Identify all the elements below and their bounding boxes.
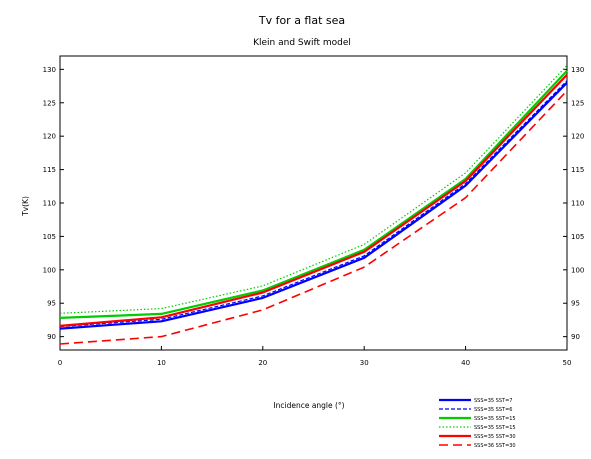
y-axis-right: 90 95 100 105 110 115 120 125 130 [563,66,584,341]
series-line-4 [59,64,568,314]
y-tick-label-right: 95 [571,300,580,308]
x-tick-label: 30 [360,359,369,367]
legend-label: SSS=35 SST=30 [474,434,516,440]
y-tick-label-right: 125 [571,99,584,107]
series-group [59,64,568,345]
legend-label: SSS=35 SST=7 [474,398,512,404]
y-tick-label: 125 [43,99,56,107]
x-tick-label: 0 [58,359,62,367]
legend-label: SSS=35 SST=6 [474,407,512,413]
y-tick-label: 105 [43,233,56,241]
chart-title: Tv for a flat sea [258,14,345,27]
y-tick-label-right: 110 [571,200,584,208]
series-line-1 [59,81,568,330]
x-tick-label: 50 [563,359,572,367]
series-line-5 [59,73,568,327]
y-tick-label: 100 [43,266,56,274]
y-tick-label: 120 [43,133,56,141]
y-tick-label-right: 120 [571,133,584,141]
y-tick-label: 90 [47,333,56,341]
series-line-2 [59,80,568,328]
x-tick-label: 40 [461,359,470,367]
y-tick-label: 130 [43,66,56,74]
y-tick-label-right: 90 [571,333,580,341]
legend-label: SSS=36 SST=30 [474,443,516,449]
x-axis: 0 10 20 30 40 50 [58,346,572,367]
y-axis-label: Tv(K) [21,196,30,217]
x-axis-label: Incidence angle (°) [273,401,344,410]
y-tick-label-right: 105 [571,233,584,241]
y-tick-label-right: 115 [571,166,584,174]
legend-label: SSS=35 SST=15 [474,416,516,422]
chart-subtitle: Klein and Swift model [253,38,351,48]
y-tick-label-right: 130 [571,66,584,74]
y-tick-label-right: 100 [571,266,584,274]
y-tick-label: 115 [43,166,56,174]
y-tick-label: 95 [47,300,56,308]
x-tick-label: 20 [258,359,267,367]
series-line-3 [59,69,568,319]
series-line-6 [59,90,568,345]
x-tick-label: 10 [157,359,166,367]
y-axis-left: 90 95 100 105 110 115 120 125 130 [43,66,64,341]
legend-label: SSS=35 SST=15 [474,425,516,431]
plot-frame [59,55,568,351]
legend: SSS=35 SST=7 SSS=35 SST=6 SSS=35 SST=15 SSS… [439,398,516,449]
y-tick-label: 110 [43,200,56,208]
